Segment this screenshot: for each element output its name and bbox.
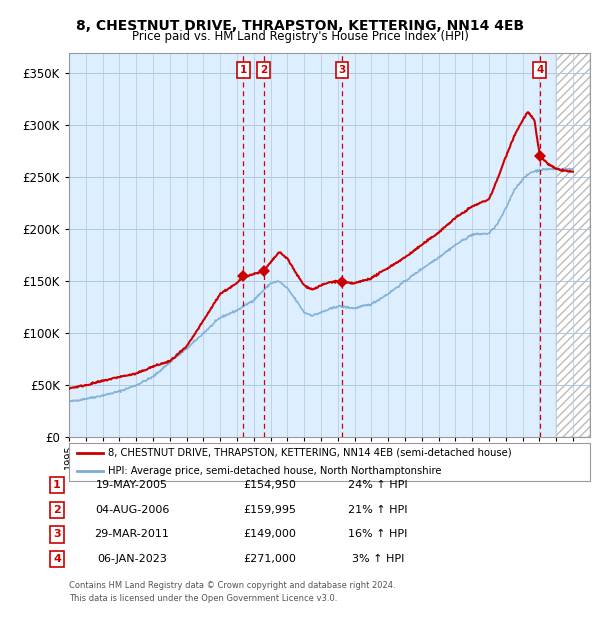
- Text: Price paid vs. HM Land Registry's House Price Index (HPI): Price paid vs. HM Land Registry's House …: [131, 30, 469, 43]
- Text: This data is licensed under the Open Government Licence v3.0.: This data is licensed under the Open Gov…: [69, 593, 337, 603]
- Text: 04-AUG-2006: 04-AUG-2006: [95, 505, 169, 515]
- Text: 1: 1: [240, 65, 247, 75]
- Text: 2: 2: [53, 505, 61, 515]
- Text: 19-MAY-2005: 19-MAY-2005: [96, 480, 168, 490]
- Text: 8, CHESTNUT DRIVE, THRAPSTON, KETTERING, NN14 4EB (semi-detached house): 8, CHESTNUT DRIVE, THRAPSTON, KETTERING,…: [108, 448, 512, 458]
- Text: 4: 4: [536, 65, 544, 75]
- Text: 06-JAN-2023: 06-JAN-2023: [97, 554, 167, 564]
- Text: 8, CHESTNUT DRIVE, THRAPSTON, KETTERING, NN14 4EB: 8, CHESTNUT DRIVE, THRAPSTON, KETTERING,…: [76, 19, 524, 33]
- Text: 21% ↑ HPI: 21% ↑ HPI: [348, 505, 408, 515]
- Text: £154,950: £154,950: [244, 480, 296, 490]
- Text: 2: 2: [260, 65, 268, 75]
- Text: 29-MAR-2011: 29-MAR-2011: [95, 529, 169, 539]
- Text: 24% ↑ HPI: 24% ↑ HPI: [348, 480, 408, 490]
- Text: 4: 4: [53, 554, 61, 564]
- Text: 3% ↑ HPI: 3% ↑ HPI: [352, 554, 404, 564]
- Text: 3: 3: [53, 529, 61, 539]
- Text: 16% ↑ HPI: 16% ↑ HPI: [349, 529, 407, 539]
- Text: £159,995: £159,995: [244, 505, 296, 515]
- Text: HPI: Average price, semi-detached house, North Northamptonshire: HPI: Average price, semi-detached house,…: [108, 466, 442, 476]
- Text: £149,000: £149,000: [244, 529, 296, 539]
- Text: Contains HM Land Registry data © Crown copyright and database right 2024.: Contains HM Land Registry data © Crown c…: [69, 581, 395, 590]
- Text: 3: 3: [338, 65, 346, 75]
- Text: 1: 1: [53, 480, 61, 490]
- Bar: [556, 53, 590, 437]
- Bar: [556, 53, 590, 437]
- Text: £271,000: £271,000: [244, 554, 296, 564]
